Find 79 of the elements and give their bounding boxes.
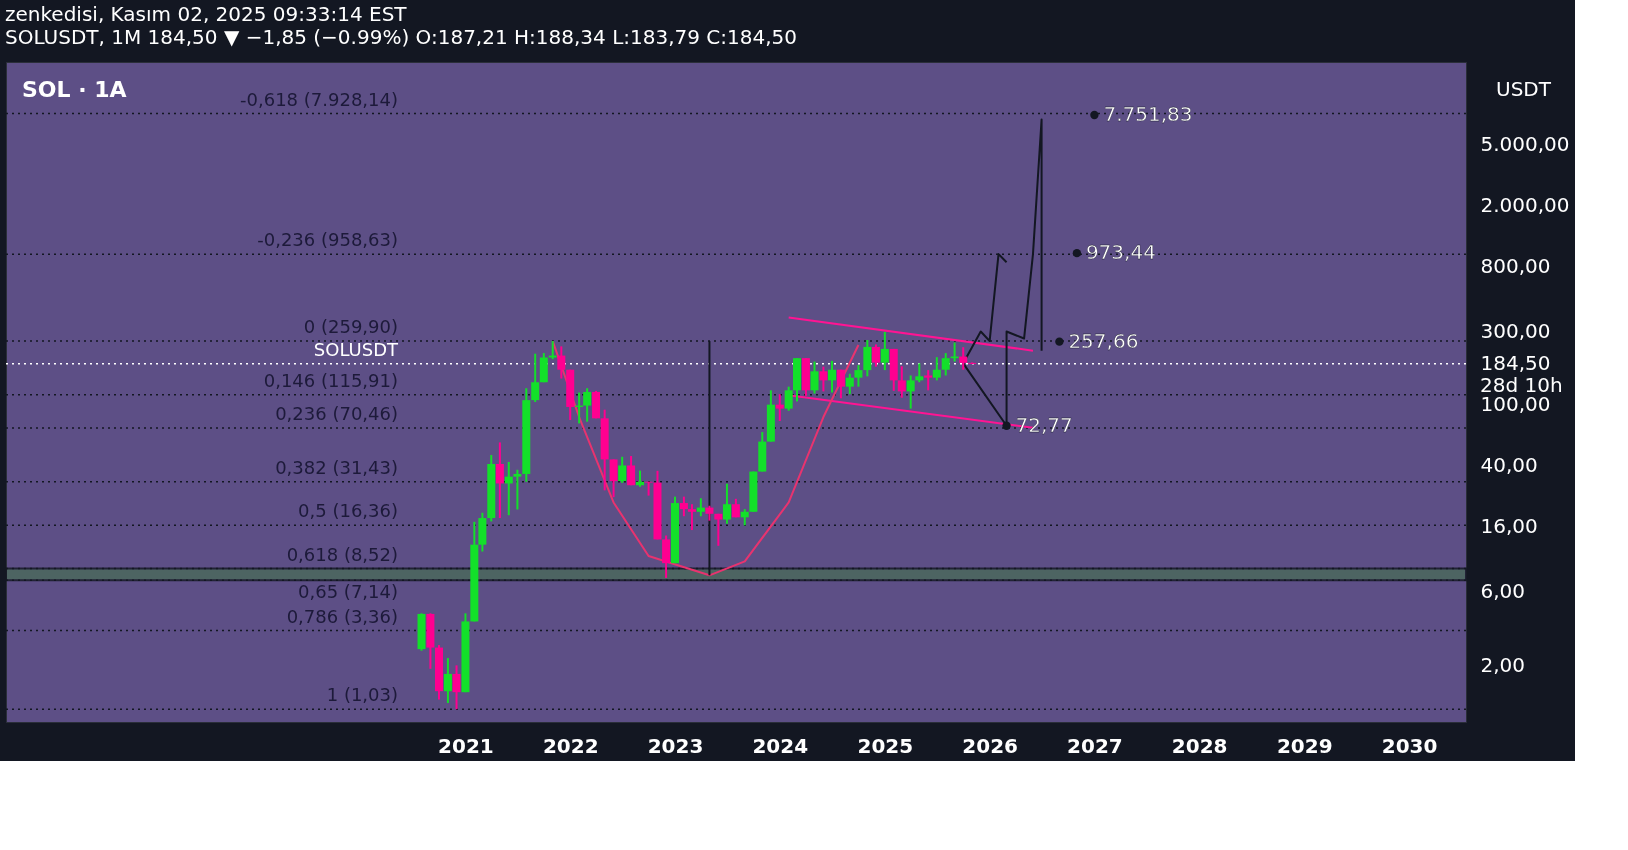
candlestick [915, 362, 924, 384]
candlestick [871, 343, 880, 368]
ref-line-label: 0,618 (8,52) [286, 543, 398, 565]
candlestick [513, 468, 522, 511]
x-tick-label: 2029 [1276, 733, 1333, 758]
chart-title: zenkedisi, Kasım 02, 2025 09:33:14 EST [5, 2, 408, 26]
line-series [551, 340, 860, 577]
ref-line-label: -0,618 (7.928,14) [240, 88, 398, 110]
candlestick [583, 387, 592, 423]
y-tick-label: 300,00 [1480, 319, 1551, 344]
ref-line-label: 0,236 (70,46) [275, 402, 398, 424]
candlestick [618, 455, 627, 484]
annotation: 72,77 [1015, 412, 1073, 437]
x-tick-label: 2025 [857, 733, 914, 758]
annotation: 257,66 [1068, 328, 1139, 353]
y-tick-label: 184,50 [1480, 351, 1551, 376]
x-tick-label: 2026 [962, 733, 1018, 758]
ref-line-label: 0,786 (3,36) [286, 605, 398, 627]
candlestick [609, 458, 618, 499]
candlestick [714, 512, 723, 547]
point [1055, 337, 1064, 346]
point [1090, 110, 1099, 120]
candlestick [443, 657, 452, 705]
candlestick [679, 495, 688, 518]
x-tick-label: 2022 [542, 733, 599, 758]
chart-subtitle: SOLUSDT, 1M 184,50 ▼ −1,85 (−0.99%) O:187,21 H:188,34 L:183,79 C:184,50 [5, 25, 798, 49]
candlestick [557, 345, 566, 380]
candlestick [548, 340, 557, 361]
x-tick-label: 2030 [1381, 733, 1438, 758]
candlestick [722, 482, 731, 525]
candlestick [906, 374, 915, 410]
candlestick [775, 393, 784, 423]
candlestick [452, 664, 461, 711]
candlestick [810, 360, 819, 395]
ref-line-label: 0,65 (7,14) [298, 581, 398, 603]
x-tick-label: 2021 [438, 733, 494, 758]
y-tick-label: 2.000,00 [1480, 192, 1570, 217]
x-tick-label: 2028 [1171, 733, 1228, 758]
y-tick-label: 5.000,00 [1480, 131, 1570, 156]
candlestick [662, 534, 671, 579]
candlestick [880, 330, 889, 372]
candlestick [959, 346, 968, 371]
ref-line-label: 0,146 (115,91) [263, 369, 398, 391]
y-tick-label: 800,00 [1480, 253, 1551, 278]
y-tick-label: 6,00 [1480, 579, 1526, 604]
candlestick [941, 352, 950, 377]
ref-line-label: 1 (1,03) [326, 684, 398, 706]
y-tick-label: 40,00 [1480, 453, 1538, 478]
x-tick-label: 2023 [647, 733, 704, 758]
candlestick [627, 455, 636, 487]
point [1002, 421, 1011, 430]
ref-line-label: 0 (259,90) [303, 316, 398, 338]
annotation: 7.751,83 [1103, 102, 1193, 127]
candlestick [924, 369, 933, 392]
ref-line-label: -0,236 (958,63) [257, 229, 398, 251]
candlestick [495, 441, 504, 520]
annotation: 973,44 [1085, 240, 1156, 265]
candlestick [828, 359, 837, 394]
text: USDT [1496, 77, 1552, 101]
candlestick [644, 480, 653, 497]
ref-line-label: 0,5 (16,36) [298, 500, 398, 522]
x-tick-label: 2024 [752, 733, 809, 758]
candlestick [932, 356, 941, 382]
candlestick [819, 365, 828, 393]
candlestick [836, 368, 845, 400]
candlestick [897, 365, 906, 399]
ref-line-label: SOLUSDT [313, 338, 399, 360]
point [1072, 248, 1082, 258]
candlestick [854, 364, 863, 388]
ref-line-label: 0,382 (31,43) [275, 456, 398, 478]
candlestick [687, 503, 696, 532]
annotation: SOL · 1A [22, 77, 127, 102]
candlestick [863, 339, 872, 378]
y-tick-label: 2,00 [1480, 652, 1526, 677]
x-tick-label: 2027 [1067, 733, 1123, 758]
candlestick [784, 385, 793, 412]
candlestick [531, 352, 540, 404]
y-tick-label: 16,00 [1480, 514, 1538, 539]
candlestick [845, 372, 854, 396]
